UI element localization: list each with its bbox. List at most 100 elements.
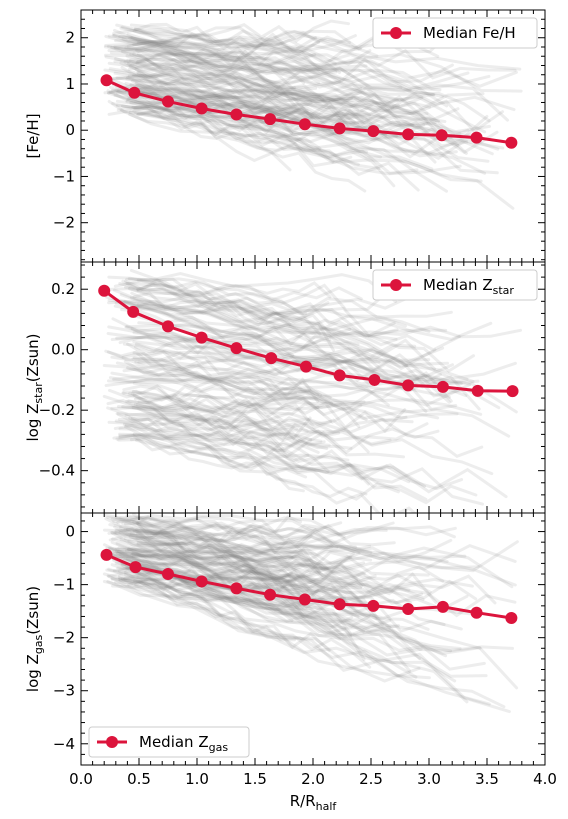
background-profile xyxy=(136,524,346,539)
background-profile xyxy=(135,53,342,89)
background-profile xyxy=(115,85,515,210)
background-profile xyxy=(136,87,462,135)
background-profile xyxy=(136,71,299,113)
x-tick-label: 0.0 xyxy=(69,770,93,788)
x-axis-label: R/Rhalf xyxy=(290,792,338,813)
background-profile xyxy=(115,335,420,380)
background-profile xyxy=(131,406,494,476)
background-profile xyxy=(132,381,484,458)
median-point xyxy=(195,102,208,115)
background-profile xyxy=(104,34,371,117)
background-profile xyxy=(113,300,307,318)
background-profile xyxy=(129,268,475,383)
background-profile xyxy=(107,275,391,312)
background-profile xyxy=(135,528,446,626)
background-profile xyxy=(126,57,306,85)
legend-box-top xyxy=(372,17,538,49)
background-profile xyxy=(110,73,444,110)
median-point xyxy=(265,352,278,365)
median-series-middle xyxy=(98,284,519,398)
background-profile xyxy=(115,23,435,104)
y-tick-label: −2 xyxy=(53,214,75,232)
legend-top: Median Fe/H xyxy=(372,17,538,49)
background-profile xyxy=(114,580,453,653)
background-profile xyxy=(115,361,408,422)
x-tick-label: 3.5 xyxy=(475,770,499,788)
background-profile xyxy=(119,61,325,103)
background-profile xyxy=(131,545,294,564)
background-profile xyxy=(114,553,352,574)
background-profile xyxy=(122,422,400,501)
background-profile xyxy=(114,531,480,576)
background-profile xyxy=(136,281,363,302)
background-profile xyxy=(135,534,339,550)
background-profile xyxy=(102,572,416,620)
legend-box-bottom xyxy=(88,726,250,758)
median-point xyxy=(300,360,313,373)
background-profile xyxy=(136,41,400,110)
background-profile xyxy=(128,36,363,94)
background-profile xyxy=(132,29,379,58)
background-profile xyxy=(128,112,292,172)
legend-box-middle xyxy=(372,269,538,301)
background-profile xyxy=(118,432,417,513)
median-point xyxy=(436,600,449,613)
background-profile xyxy=(124,423,478,505)
x-tick-label: 4.0 xyxy=(533,770,557,788)
background-profile xyxy=(114,528,514,589)
median-point xyxy=(435,129,448,142)
background-profile xyxy=(129,80,485,115)
background-profile xyxy=(123,299,295,357)
background-profile xyxy=(136,522,366,578)
background-profile xyxy=(126,366,440,420)
background-profile xyxy=(108,387,320,402)
background-profile xyxy=(113,531,355,572)
background-profile xyxy=(134,93,504,134)
background-profile xyxy=(128,415,312,441)
y-axis-label-bottom: log Zgas(Zsun) xyxy=(24,586,45,692)
background-profile xyxy=(136,278,407,328)
background-profile xyxy=(107,527,438,604)
background-profile xyxy=(124,562,341,605)
median-point xyxy=(367,125,380,138)
background-profile xyxy=(117,437,428,501)
background-profile xyxy=(124,46,403,90)
background-profile xyxy=(136,70,353,103)
background-profile xyxy=(103,513,388,540)
background-profile xyxy=(108,532,373,555)
legend-marker-top xyxy=(390,27,402,39)
background-profile xyxy=(127,399,329,459)
background-profile xyxy=(110,531,347,631)
background-profile xyxy=(121,575,365,633)
median-point xyxy=(333,598,346,611)
background-profile xyxy=(107,83,359,112)
background-profile xyxy=(109,287,352,337)
background-profile xyxy=(132,520,333,557)
background-profile xyxy=(114,301,381,364)
background-profile xyxy=(107,61,424,114)
background-profile xyxy=(136,287,399,338)
background-profile xyxy=(136,52,470,142)
background-profile xyxy=(116,517,313,539)
median-point xyxy=(402,128,415,141)
background-profile xyxy=(108,546,449,569)
background-profile xyxy=(112,33,460,147)
background-profile xyxy=(120,66,388,137)
background-profile xyxy=(123,60,437,164)
background-profile xyxy=(113,424,353,450)
background-profile xyxy=(129,553,297,583)
background-profile xyxy=(107,47,487,134)
background-profile xyxy=(126,32,468,155)
background-profile xyxy=(118,558,294,622)
background-profile xyxy=(114,57,518,88)
background-profile xyxy=(125,396,407,434)
background-profile xyxy=(110,540,424,605)
background-profile xyxy=(115,540,519,573)
y-axis-label-middle: log Zstar(Zsun) xyxy=(24,333,45,441)
median-point xyxy=(436,380,449,393)
background-profile xyxy=(112,562,363,588)
background-profile xyxy=(121,37,516,112)
median-point xyxy=(264,588,277,601)
background-profile xyxy=(128,287,431,334)
background-profile xyxy=(113,93,491,134)
